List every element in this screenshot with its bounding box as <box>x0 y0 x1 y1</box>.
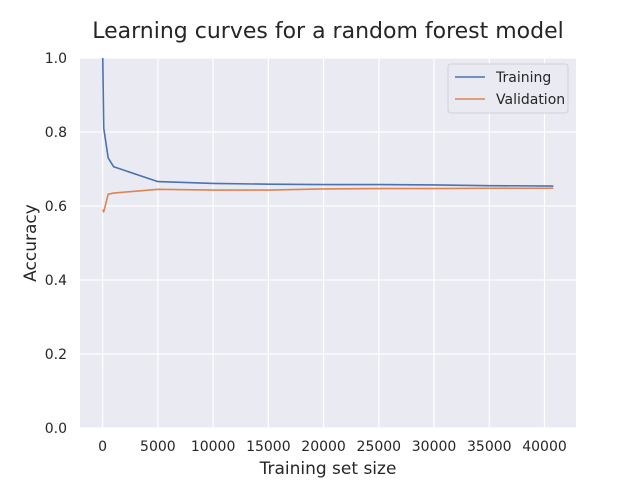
y-axis-label: Accuracy <box>21 204 41 282</box>
y-tick-label: 0.0 <box>45 421 67 437</box>
series-lines <box>101 57 554 213</box>
x-tick-label: 30000 <box>412 439 457 455</box>
plot-area <box>80 58 576 428</box>
series-line-validation <box>102 187 554 213</box>
x-tick-label: 0 <box>98 439 107 455</box>
legend-validation-label: Validation <box>496 92 565 108</box>
x-axis-label: Training set size <box>259 459 397 479</box>
x-tick-label: 5000 <box>140 439 176 455</box>
x-tick-label: 20000 <box>301 439 346 455</box>
legend-training-label: Training <box>495 70 551 86</box>
y-tick-label: 0.4 <box>45 273 67 289</box>
y-tick-label: 0.6 <box>45 199 67 215</box>
chart-title: Learning curves for a random forest mode… <box>92 19 564 44</box>
x-tick-label: 15000 <box>246 439 291 455</box>
y-tick-label: 0.8 <box>45 125 67 141</box>
y-tick-label: 0.2 <box>45 347 67 363</box>
x-tick-label: 10000 <box>191 439 236 455</box>
grid-lines <box>80 57 576 429</box>
y-tick-label: 1.0 <box>45 51 67 67</box>
y-tick-labels: 0.0 0.2 0.4 0.6 0.8 1.0 <box>45 51 67 437</box>
legend: Training Validation <box>447 63 569 114</box>
x-tick-label: 35000 <box>467 439 512 455</box>
x-tick-labels: 0 5000 10000 15000 20000 25000 30000 35000 40000 <box>98 439 567 455</box>
x-tick-label: 40000 <box>522 439 567 455</box>
x-tick-label: 25000 <box>357 439 402 455</box>
series-line-training <box>101 57 554 187</box>
